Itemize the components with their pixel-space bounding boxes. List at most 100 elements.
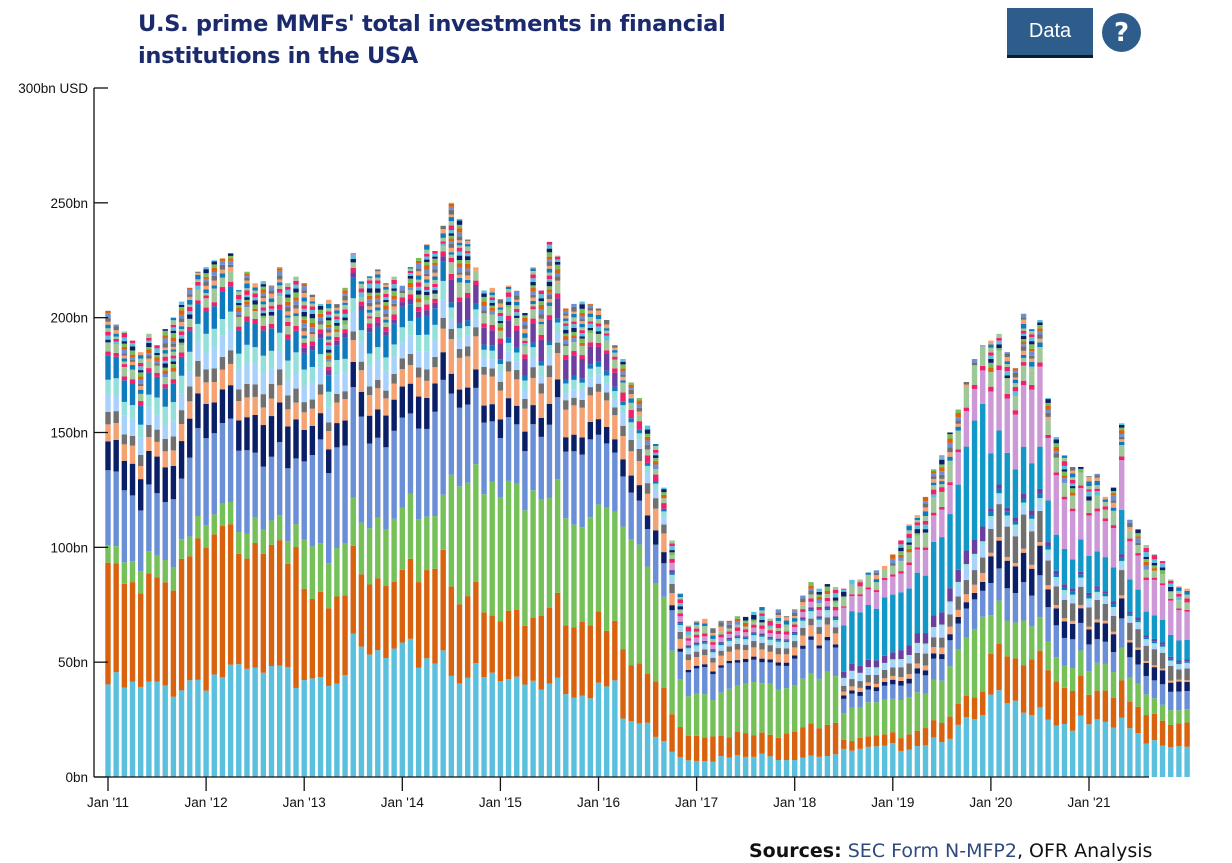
- bar-segment: [432, 568, 438, 664]
- bar-cap-segment: [653, 464, 659, 470]
- bar-cap-segment: [1045, 399, 1051, 403]
- bar-segment: [669, 572, 675, 575]
- bar-segment: [1069, 588, 1076, 592]
- bar-segment: [1078, 577, 1084, 580]
- bar-segment: [554, 397, 561, 480]
- bar-segment: [366, 366, 373, 387]
- bar-cap-segment: [530, 271, 536, 275]
- bar-segment: [399, 293, 405, 298]
- bar-segment: [726, 628, 732, 632]
- bar-segment: [424, 310, 430, 316]
- bar-cap-segment: [653, 452, 659, 456]
- bar-segment: [669, 570, 675, 573]
- bar-cap-segment: [415, 279, 422, 283]
- bar-segment: [1102, 663, 1109, 691]
- bar-segment: [554, 479, 561, 593]
- bar-cap-segment: [653, 461, 659, 465]
- bar-segment: [375, 312, 381, 317]
- bar-segment: [939, 647, 945, 655]
- bar-cap-segment: [489, 310, 495, 315]
- bar-segment: [595, 383, 602, 392]
- bar-cap-segment: [334, 304, 340, 308]
- bar-segment: [808, 601, 814, 608]
- bar-cap-segment: [236, 302, 242, 306]
- bar-segment: [800, 605, 806, 610]
- bar-segment: [873, 667, 880, 670]
- bar-segment: [178, 478, 185, 540]
- bar-cap-segment: [1110, 491, 1117, 494]
- bar-segment: [252, 318, 258, 324]
- x-tick-label: Jan '11: [87, 795, 129, 810]
- bar-segment: [1053, 472, 1059, 476]
- bar-segment: [285, 426, 291, 469]
- bar-segment: [890, 698, 896, 733]
- bar-segment: [702, 633, 708, 637]
- bar-cap-segment: [710, 635, 716, 639]
- bar-segment: [178, 423, 185, 442]
- bar-segment: [759, 628, 765, 634]
- bar-segment: [579, 407, 585, 438]
- bar-segment: [268, 416, 275, 457]
- bar-cap-segment: [906, 544, 912, 549]
- bar-segment: [407, 383, 414, 414]
- bar-cap-segment: [465, 253, 471, 257]
- bar-cap-segment: [268, 306, 275, 309]
- bar-cap-segment: [530, 294, 536, 298]
- bar-segment: [211, 534, 217, 675]
- sources-link[interactable]: SEC Form N-MFP2: [847, 840, 1017, 862]
- bar-segment: [1053, 570, 1059, 575]
- bar-segment: [759, 643, 765, 650]
- bar-segment: [465, 482, 471, 597]
- bar-cap-segment: [260, 301, 267, 305]
- bar-segment: [473, 317, 479, 328]
- bar-segment: [334, 393, 340, 403]
- bar-segment: [1135, 706, 1141, 734]
- bar-cap-segment: [227, 264, 234, 268]
- bar-segment: [906, 654, 912, 658]
- bar-segment: [571, 405, 577, 435]
- bar-segment: [1102, 623, 1109, 642]
- bar-segment: [121, 380, 128, 402]
- bar-cap-segment: [407, 282, 414, 288]
- bar-segment: [1037, 498, 1043, 503]
- bar-cap-segment: [309, 327, 316, 332]
- bar-cap-segment: [775, 609, 782, 613]
- bar-segment: [546, 305, 553, 316]
- bar-cap-segment: [366, 292, 373, 296]
- bar-cap-segment: [620, 364, 626, 369]
- bar-segment: [456, 604, 463, 684]
- bar-segment: [1086, 644, 1092, 672]
- bar-segment: [138, 393, 144, 402]
- bar-cap-segment: [244, 273, 250, 276]
- bar-segment: [1045, 589, 1051, 608]
- bar-segment: [546, 403, 553, 425]
- bar-cap-segment: [1119, 424, 1125, 428]
- bar-cap-segment: [268, 298, 275, 303]
- bar-segment: [751, 656, 757, 660]
- bar-segment: [930, 679, 937, 721]
- bar-segment: [1176, 662, 1182, 665]
- bar-segment: [857, 737, 863, 749]
- bar-segment: [1053, 457, 1059, 473]
- bar-segment: [881, 578, 888, 581]
- bar-segment: [980, 616, 986, 692]
- bar-segment: [260, 355, 267, 374]
- bar-cap-segment: [448, 257, 455, 263]
- bar-segment: [996, 365, 1002, 371]
- bar-segment: [955, 724, 961, 777]
- bar-cap-segment: [424, 256, 430, 260]
- bar-segment: [366, 584, 373, 655]
- bar-segment: [1078, 574, 1084, 578]
- bar-segment: [309, 455, 316, 547]
- bar-cap-segment: [653, 445, 659, 450]
- bar-cap-segment: [456, 282, 463, 287]
- bar-segment: [734, 630, 741, 636]
- question-circle-icon[interactable]: ?: [1102, 13, 1141, 52]
- bar-cap-segment: [1135, 542, 1141, 546]
- bar-segment: [816, 728, 822, 757]
- bar-segment: [195, 679, 201, 777]
- bar-segment: [612, 620, 618, 681]
- data-button[interactable]: Data: [1007, 8, 1093, 58]
- bar-segment: [538, 334, 544, 340]
- bar-segment: [1086, 629, 1092, 645]
